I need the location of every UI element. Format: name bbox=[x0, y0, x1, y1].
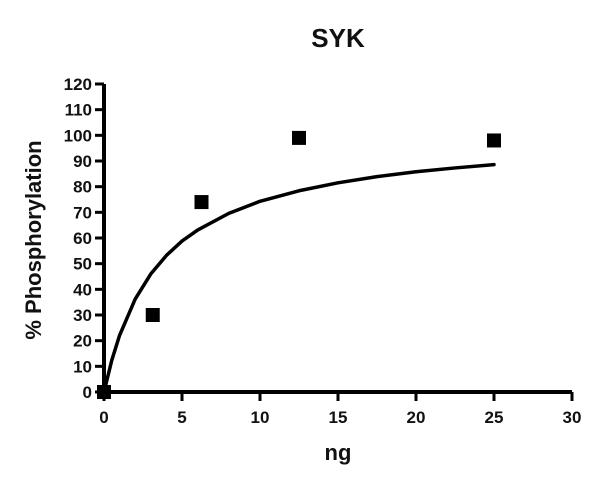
y-tick-label: 120 bbox=[64, 75, 92, 94]
data-point bbox=[97, 385, 111, 399]
y-tick-label: 70 bbox=[73, 203, 92, 222]
y-tick-label: 10 bbox=[73, 357, 92, 376]
data-point bbox=[487, 133, 501, 148]
x-tick-label: 30 bbox=[563, 408, 582, 427]
data-point bbox=[145, 308, 160, 322]
data-point bbox=[292, 130, 306, 145]
y-tick-label: 100 bbox=[64, 126, 92, 145]
x-tick-label: 15 bbox=[329, 408, 348, 427]
fit-curve-layer bbox=[102, 162, 496, 394]
y-tick-label: 80 bbox=[73, 178, 92, 197]
fit-curve bbox=[102, 162, 496, 394]
data-points-layer bbox=[97, 130, 501, 399]
y-tick-label: 0 bbox=[83, 383, 92, 402]
y-tick-label: 40 bbox=[73, 280, 92, 299]
y-tick-label: 90 bbox=[73, 152, 92, 171]
x-tick-label: 25 bbox=[485, 408, 504, 427]
x-tick-label: 20 bbox=[407, 408, 426, 427]
y-axis-label: % Phosphorylation bbox=[21, 140, 46, 339]
x-tick-label: 0 bbox=[99, 408, 108, 427]
axes: 0 10 20 30 40 50 60 70 80 90 100 110 120 0 5 10 15 20 25 30 bbox=[64, 75, 582, 427]
chart-title: SYK bbox=[311, 23, 365, 53]
y-tick-label: 20 bbox=[73, 332, 92, 351]
y-tick-label: 50 bbox=[73, 255, 92, 274]
y-tick-label: 110 bbox=[65, 101, 92, 120]
x-axis-label: ng bbox=[325, 440, 352, 465]
data-point bbox=[194, 195, 209, 210]
y-tick-label: 30 bbox=[73, 306, 92, 325]
x-tick-label: 10 bbox=[251, 408, 270, 427]
x-tick-label: 5 bbox=[177, 408, 186, 427]
y-tick-label: 60 bbox=[73, 229, 92, 248]
